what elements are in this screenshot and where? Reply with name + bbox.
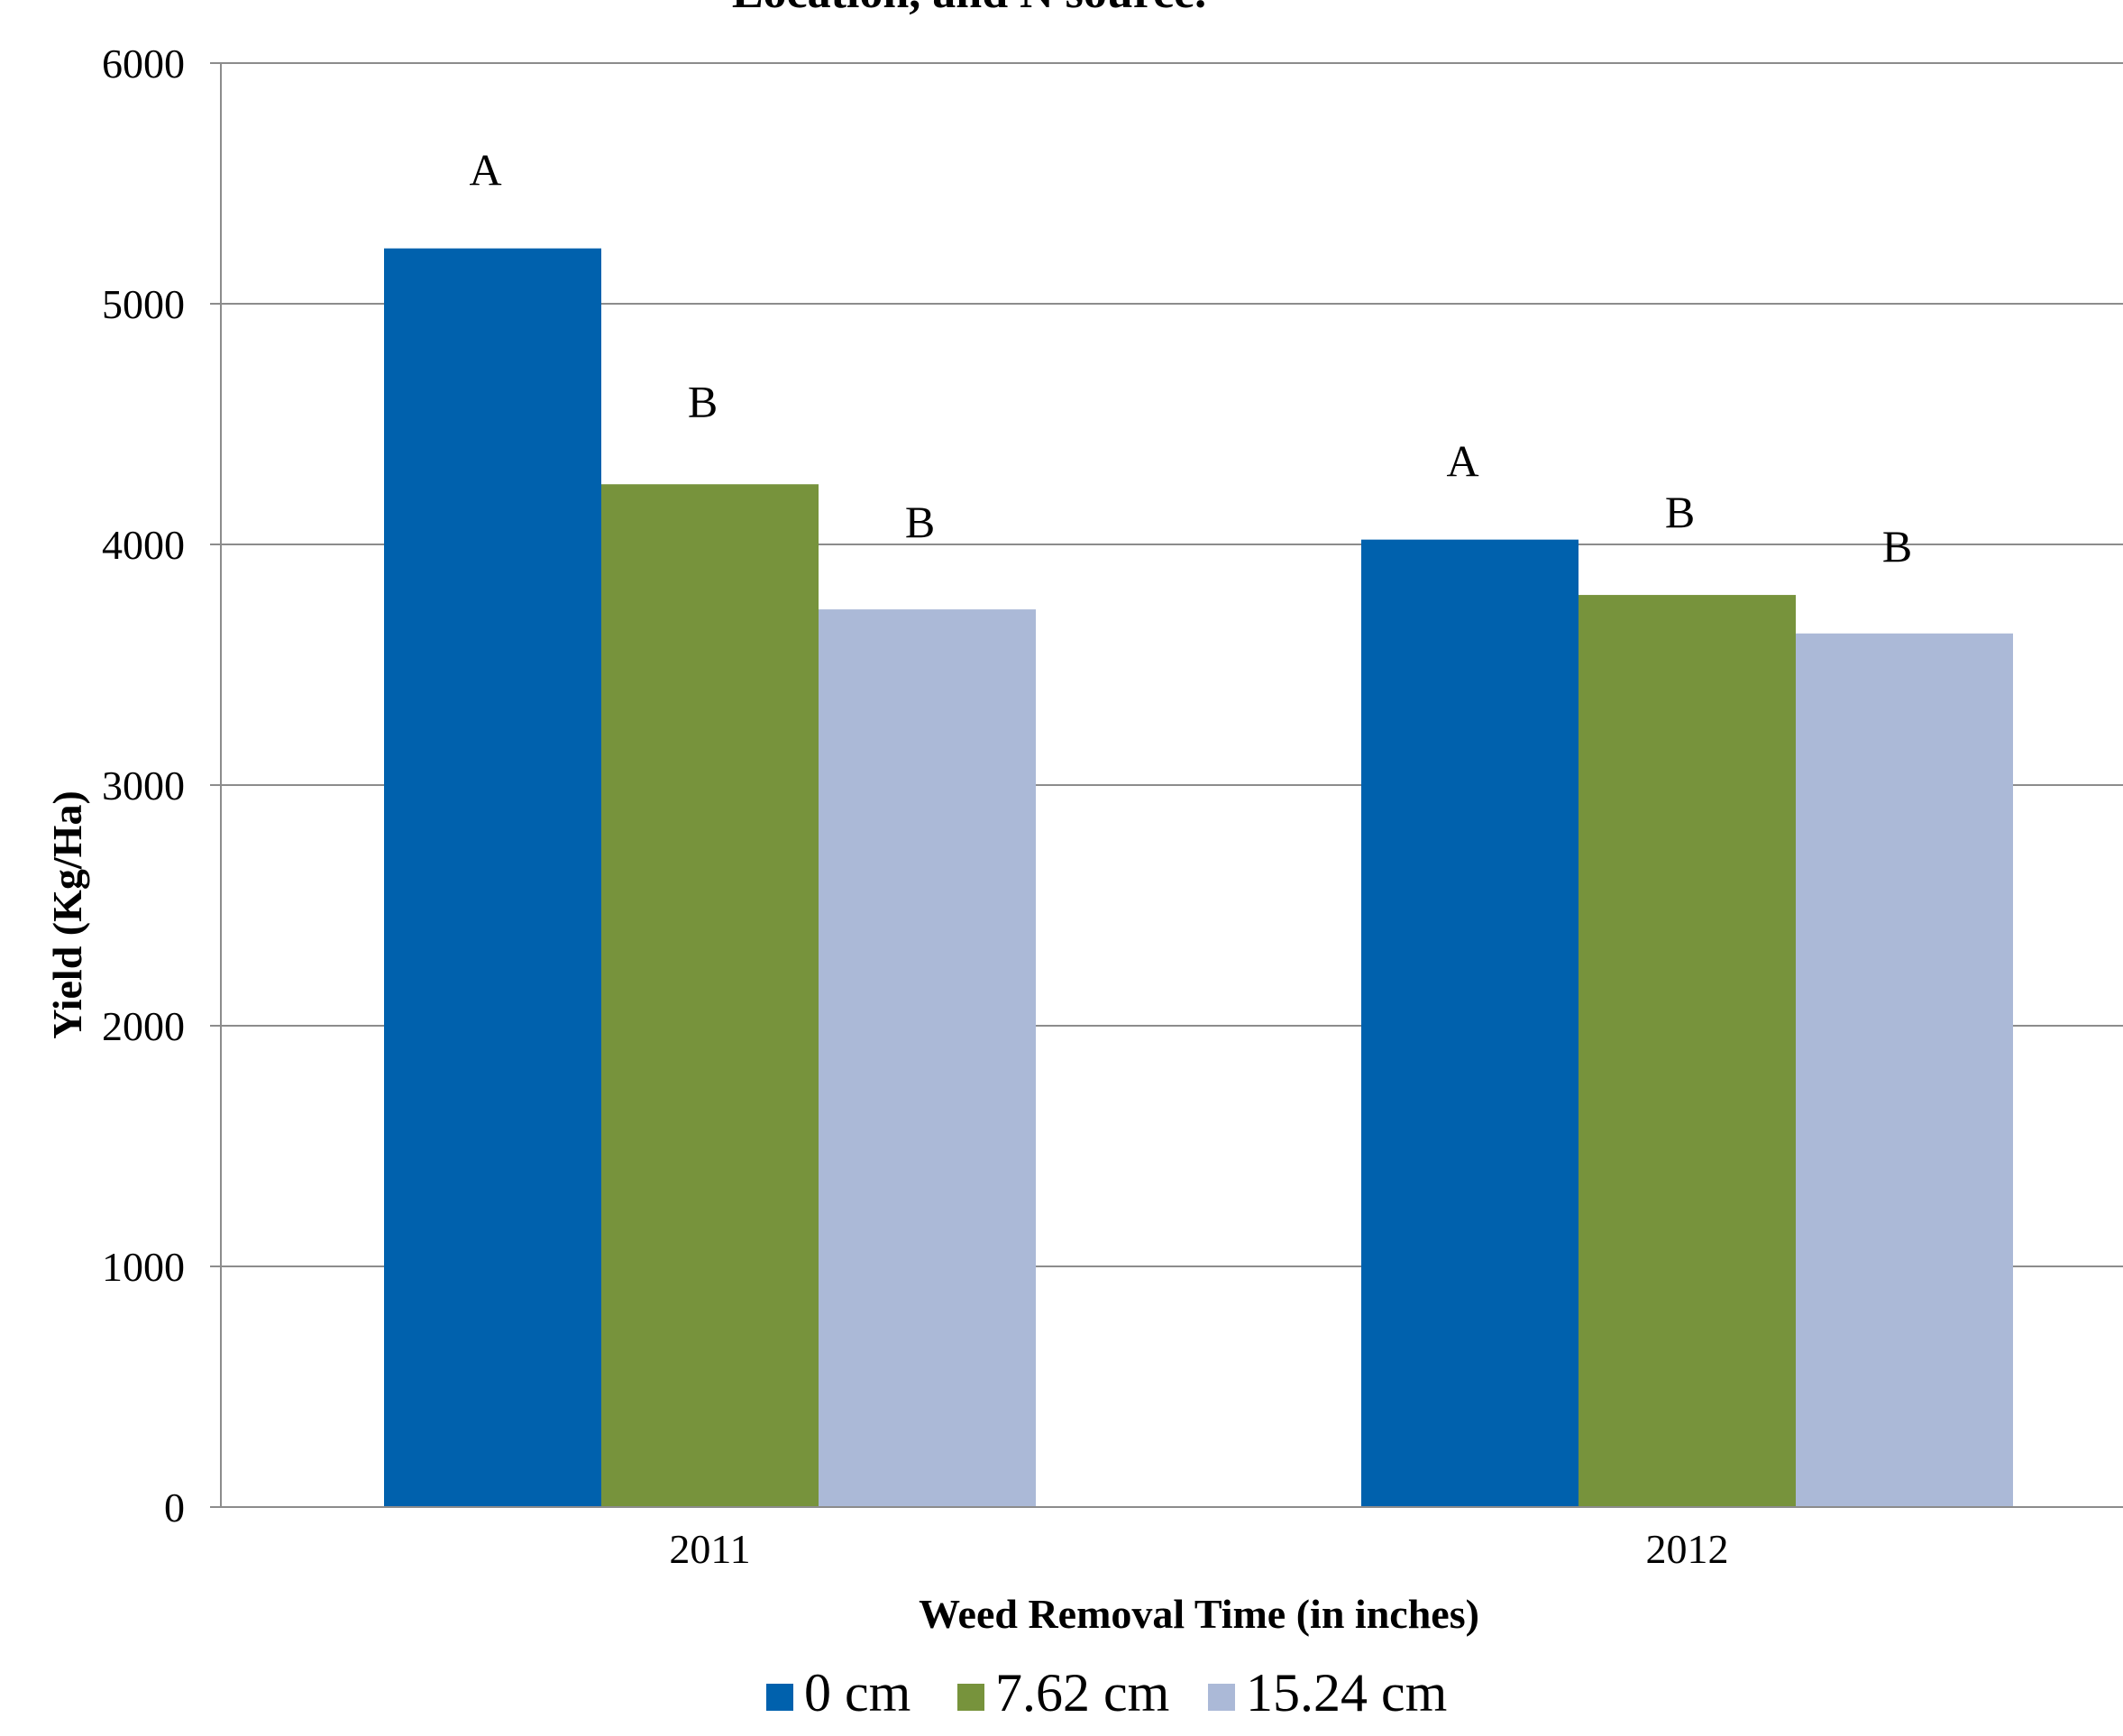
legend-swatch <box>766 1684 793 1711</box>
y-axis-title: Yield (Kg/Ha) <box>44 790 90 1039</box>
bar-annotations: A B B A B B <box>469 145 1912 571</box>
x-tick-label: 2011 <box>669 1526 750 1572</box>
bar-2012-series-2 <box>1579 595 1796 1507</box>
bar-annotation: B <box>1665 487 1695 537</box>
bar-annotation: B <box>1882 521 1912 571</box>
bar-annotation: A <box>469 145 501 196</box>
bar-annotation: A <box>1446 436 1478 487</box>
y-tick-label: 2000 <box>102 1003 185 1049</box>
bar-2012-series-3 <box>1796 633 2013 1507</box>
legend-label: 0 cm <box>804 1663 911 1722</box>
y-tick-label: 6000 <box>102 41 185 87</box>
bar-annotation: B <box>688 376 718 426</box>
legend-swatch <box>1208 1684 1235 1711</box>
legend-label: 7.62 cm <box>995 1663 1169 1722</box>
y-axis-ticks: 0 1000 2000 3000 4000 5000 6000 <box>102 41 221 1530</box>
bar-2011-series-3 <box>819 609 1036 1507</box>
legend-swatch <box>957 1684 984 1711</box>
legend: 0 cm 7.62 cm 15.24 cm <box>766 1663 1447 1722</box>
x-axis-title: Weed Removal Time (in inches) <box>919 1591 1479 1637</box>
y-tick-label: 0 <box>164 1485 185 1530</box>
y-tick-label: 3000 <box>102 763 185 809</box>
bars <box>384 248 2013 1508</box>
y-tick-label: 5000 <box>102 281 185 327</box>
y-tick-label: 4000 <box>102 522 185 568</box>
bar-2012-series-1 <box>1361 539 1579 1508</box>
bar-annotation: B <box>905 497 935 547</box>
bar-2011-series-2 <box>601 484 819 1507</box>
x-axis-ticks: 2011 2012 <box>669 1526 1728 1572</box>
chart-title: Location, and N source. <box>732 0 1206 18</box>
y-tick-label: 1000 <box>102 1244 185 1290</box>
bar-2011-series-1 <box>384 248 601 1508</box>
legend-label: 15.24 cm <box>1246 1663 1447 1722</box>
x-tick-label: 2012 <box>1646 1526 1729 1572</box>
